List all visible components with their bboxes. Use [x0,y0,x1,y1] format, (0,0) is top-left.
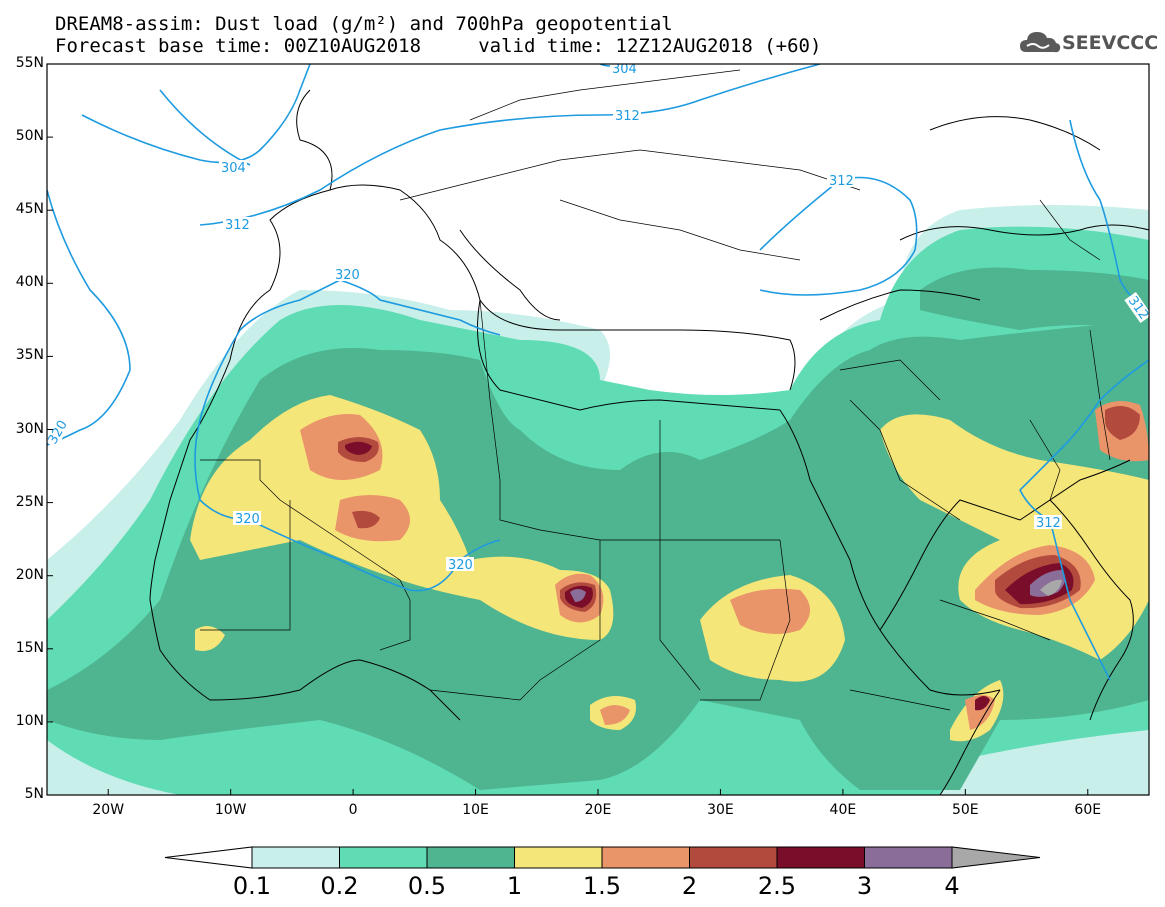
colorbar-level-label: 1.5 [582,872,622,900]
country-borders [200,69,1111,711]
dust-level-4 [1040,579,1062,596]
contour-label: 320 [335,268,360,283]
lon-tick-label: 10E [462,802,489,818]
lon-tick-label: 40E [829,802,857,818]
colorbar-level-label: 1 [506,872,523,900]
colorbar-level-label: 2.5 [757,872,797,900]
lat-tick-label: 15N [15,639,44,656]
contour-labels: 304 312 320 320 312 312 320 320 312 304 … [47,62,1149,573]
colorbar-level-label: 0.1 [232,872,272,900]
tick-marks [47,63,1089,796]
contour-label: 320 [448,558,473,573]
lat-tick-label: 55N [15,55,44,71]
colorbar-level-label: 2 [681,872,698,900]
lat-tick-label: 45N [15,201,44,218]
lon-tick-label: 60E [1074,802,1102,818]
cloud-icon [1020,32,1061,53]
lon-tick-label: 30E [707,802,734,818]
contour-label: 304 [221,161,246,176]
lon-tick-label: 20W [92,802,125,818]
contour-label: 312 [1036,516,1061,531]
lat-tick-label: 50N [15,128,44,145]
lat-tick-label: 40N [15,274,44,291]
lat-tick-label: 5N [24,786,44,802]
colorbar-level-label: 0.2 [320,872,359,900]
colorbar-level-label: 3 [856,872,873,900]
lat-tick-label: 20N [15,566,44,583]
lat-tick-label: 25N [15,493,44,510]
lon-tick-label: 10W [214,802,247,818]
seevccc-logo: SEEVCCC [1018,28,1158,60]
lon-tick-label: 0 [348,802,358,818]
map-title-line1: DREAM8-assim: Dust load (g/m²) and 700hP… [55,13,673,35]
map-title-line2: Forecast base time: 00Z10AUG2018 valid t… [55,35,822,57]
lat-tick-label: 30N [15,420,44,437]
contour-label: 312 [615,109,640,124]
colorbar-level-label: 0.5 [407,872,447,900]
lon-tick-label: 50E [951,802,979,818]
contour-label: 304 [612,62,637,77]
contour-label: 312 [829,174,854,189]
contour-label: 312 [225,218,250,233]
lat-tick-label: 10N [15,712,44,729]
contour-label: 320 [235,512,260,527]
colorbar-level-label: 4 [944,872,960,900]
lon-tick-label: 20E [584,802,612,818]
logo-text: SEEVCCC [1062,32,1159,54]
lat-tick-label: 35N [15,347,44,364]
coastlines [149,89,1149,795]
